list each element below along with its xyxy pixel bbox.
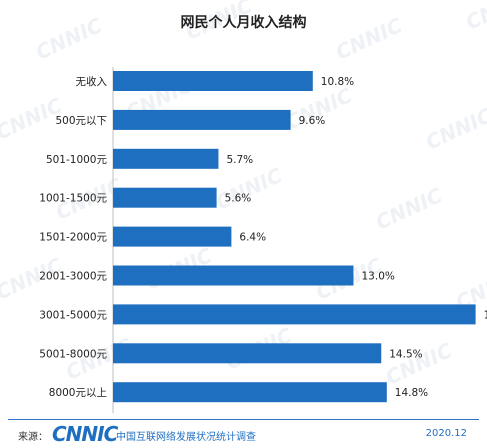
value-label: 6.4%	[239, 232, 266, 244]
category-label: 无收入	[76, 75, 108, 88]
category-label: 8000元以上	[49, 387, 107, 399]
bar	[113, 265, 354, 286]
cnnic-logo: CNNIC	[52, 422, 118, 446]
bar	[113, 304, 476, 325]
bar	[113, 343, 382, 364]
footer-date: 2020.12	[425, 428, 467, 439]
value-label: 5.7%	[226, 154, 253, 166]
category-label: 500元以下	[55, 115, 107, 127]
bar	[113, 187, 217, 208]
category-label: 2001-3000元	[39, 271, 107, 283]
value-label: 5.6%	[225, 193, 252, 205]
category-label: 1501-2000元	[39, 232, 107, 244]
footer-org-name: 中国互联网络发展状况统计调查	[116, 432, 256, 443]
value-label: 14.5%	[389, 348, 422, 360]
value-label: 19.6%	[484, 309, 487, 321]
footer-divider	[8, 419, 479, 420]
value-label: 14.8%	[395, 387, 428, 399]
bar	[113, 109, 291, 130]
value-label: 13.0%	[362, 271, 395, 283]
category-label: 1001-1500元	[39, 193, 107, 205]
value-label: 9.6%	[299, 115, 326, 127]
bar	[113, 226, 232, 247]
category-label: 5001-8000元	[39, 348, 107, 360]
footer-source-label: 来源：	[18, 432, 48, 443]
category-label: 3001-5000元	[39, 309, 107, 321]
bar	[113, 382, 387, 403]
chart-title: 网民个人月收入结构	[180, 15, 307, 31]
category-label: 501-1000元	[46, 154, 108, 166]
value-label: 10.8%	[321, 76, 354, 88]
bar	[113, 148, 219, 169]
bar	[113, 71, 313, 91]
